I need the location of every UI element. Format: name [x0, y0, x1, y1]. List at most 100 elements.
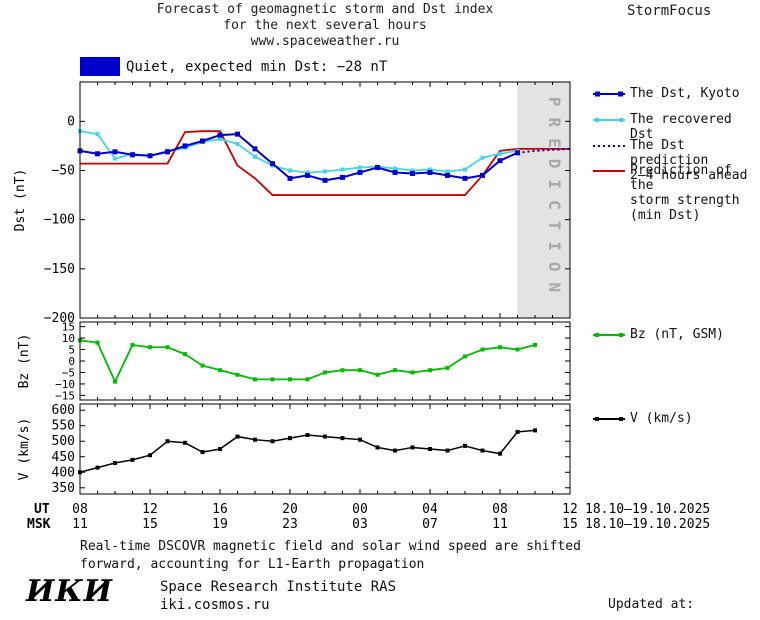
legend-label: The Dst prediction: [630, 138, 709, 168]
legend-item-bz: Bz (nT, GSM): [593, 327, 724, 342]
x-tick-label: 04: [422, 502, 438, 517]
x-ticks: [79, 404, 571, 494]
svg-text:−150: −150: [44, 262, 75, 277]
svg-text:350: 350: [52, 481, 75, 496]
storm-prediction-line: [80, 130, 570, 196]
recovered-dst-line: [79, 130, 518, 174]
x-tick-label: 15: [142, 517, 158, 532]
iki-site-text: iki.cosmos.ru: [160, 597, 270, 613]
spaceweather-site-text: www.spaceweather.ru: [250, 34, 400, 49]
x-tick-label: 00: [352, 502, 368, 517]
svg-text:−15: −15: [55, 389, 75, 402]
bz-legend-marker: [593, 333, 625, 337]
svg-text:−5: −5: [62, 366, 75, 379]
legend-item-dst-prediction: The Dst prediction 2–4 hours ahead: [593, 138, 760, 183]
legend-label-line2: storm strength: [630, 193, 740, 208]
title-line-2: for the next several hours: [223, 18, 427, 33]
svg-text:0: 0: [68, 355, 75, 368]
y-ticks: [80, 326, 570, 396]
date-range: 18.10–19.10.2025: [585, 502, 710, 517]
panel-frame: [79, 403, 571, 495]
legend-item-recovered-dst: The recovered Dst: [593, 112, 760, 142]
x-tick-label: 20: [282, 502, 298, 517]
svg-text:550: 550: [52, 419, 75, 434]
x-tick-label: 08: [492, 502, 508, 517]
institute-name: Space Research Institute RAS: [160, 579, 397, 595]
dst-kyoto-markers: [77, 131, 520, 183]
x-ticks: [79, 322, 571, 400]
note-line-2: forward, accounting for L1-Earth propaga…: [80, 557, 425, 572]
legend-label: V (km/s): [630, 411, 693, 426]
recovered-dst-legend-marker: [593, 118, 625, 122]
legend-item-dst-kyoto: The Dst, Kyoto: [593, 86, 740, 101]
updated-label: Updated at:: [608, 597, 695, 612]
y-axis-label: Bz (nT): [17, 334, 32, 389]
legend-item-v: V (km/s): [593, 411, 693, 426]
panel-frame: [79, 321, 571, 401]
x-tick-label: 08: [72, 502, 88, 517]
legend-label-line3: (min Dst): [630, 208, 701, 223]
iki-logo: ИКИ: [26, 574, 113, 609]
quiet-level-swatch: [80, 57, 120, 76]
svg-text:600: 600: [52, 403, 75, 418]
x-tick-label: 03: [352, 517, 368, 532]
status-text: Quiet, expected min Dst: −28 nT: [126, 59, 388, 75]
brand-label: StormFocus: [627, 3, 712, 19]
svg-text:400: 400: [52, 465, 75, 480]
dst-kyoto-legend-marker: [593, 91, 625, 97]
x-tick-label: 11: [72, 517, 88, 532]
y-axis-label: V (km/s): [17, 418, 32, 481]
x-tick-label: 11: [492, 517, 508, 532]
v-legend-marker: [593, 417, 625, 421]
dst-kyoto-line: [79, 133, 518, 182]
v-markers: [78, 428, 537, 475]
storm-prediction-legend-marker: [593, 170, 625, 172]
date-range: 18.10–19.10.2025: [585, 517, 710, 532]
propagation-note: Real-time DSCOVR magnetic field and sola…: [80, 538, 581, 574]
prediction-band: [517, 82, 570, 318]
x-tick-label: 19: [212, 517, 228, 532]
dst-prediction-legend-marker: [593, 145, 625, 147]
y-ticks: [80, 409, 570, 489]
svg-text:−10: −10: [55, 378, 75, 391]
svg-text:10: 10: [62, 332, 75, 345]
svg-text:−200: −200: [44, 311, 75, 326]
axis-row-label: UT: [34, 502, 50, 517]
x-tick-label: 12: [562, 502, 578, 517]
svg-text:15: 15: [62, 321, 75, 334]
x-tick-label: 12: [142, 502, 158, 517]
legend-label: The recovered Dst: [630, 112, 732, 142]
x-tick-label: 16: [212, 502, 228, 517]
prediction-band-label: PREDICTION: [545, 97, 564, 303]
legend-label: Prediction of the: [630, 163, 732, 193]
x-tick-label: 23: [282, 517, 298, 532]
updated-block: Updated at: UT 08:05, 19.10.2025 MSK 11:…: [593, 565, 757, 620]
svg-text:5: 5: [68, 344, 75, 357]
svg-text:450: 450: [52, 450, 75, 465]
y-ticks: [80, 120, 570, 319]
x-ticks: [79, 82, 571, 318]
legend-label: The Dst, Kyoto: [630, 86, 740, 101]
axis-row-label: MSK: [27, 517, 51, 532]
svg-text:−100: −100: [44, 213, 75, 228]
y-axis-label: Dst (nT): [13, 169, 28, 232]
legend-item-storm-prediction: Prediction of the storm strength (min Ds…: [593, 163, 760, 223]
legend-label: Bz (nT, GSM): [630, 327, 724, 342]
svg-text:500: 500: [52, 434, 75, 449]
legend-label-line2: 2–4 hours ahead: [630, 168, 748, 183]
y-tick-labels: 0 −50 −100 −150 −200: [44, 114, 75, 326]
title-line-1: Forecast of geomagnetic storm and Dst in…: [156, 2, 494, 17]
x-tick-label: 15: [562, 517, 578, 532]
recovered-dst-markers: [78, 129, 520, 175]
svg-text:−50: −50: [52, 164, 75, 179]
note-line-1: Real-time DSCOVR magnetic field and sola…: [80, 539, 581, 554]
x-tick-label: 07: [422, 517, 438, 532]
bz-markers: [78, 338, 537, 384]
page-title: Forecast of geomagnetic storm and Dst in…: [90, 2, 560, 50]
panel-frame: [79, 81, 571, 319]
dst-prediction-line: [517, 147, 571, 154]
